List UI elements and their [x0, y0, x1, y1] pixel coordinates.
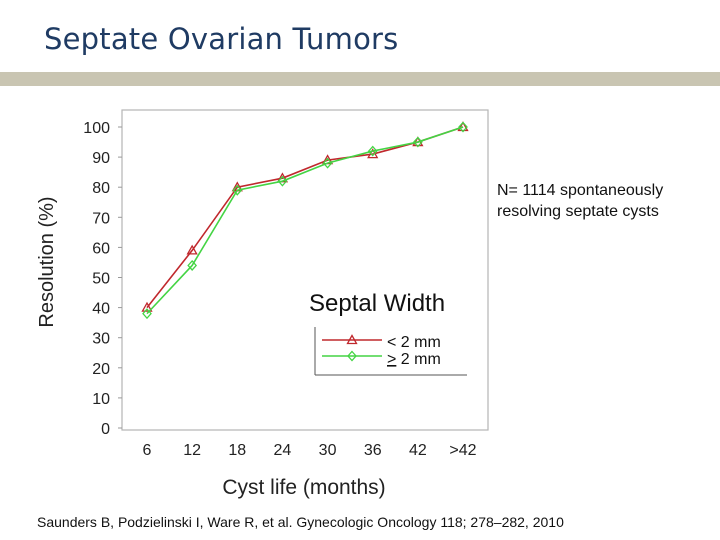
legend-swatch-marker-1: [347, 350, 357, 362]
x-tick-label: 24: [274, 442, 292, 459]
x-axis-ticks: 6 12 18 24 30 36 42 >42: [143, 442, 477, 459]
note-line-1: N= 1114 spontaneously: [497, 182, 664, 199]
y-axis-ticks: 0 10 20 30 40 50 60 70 80 90 100: [83, 120, 122, 438]
series-line-0: [146, 126, 464, 309]
legend-swatch-marker-0: [346, 334, 358, 345]
legend-label-gt2-prefix: >: [387, 351, 396, 368]
series-1-point: [367, 145, 378, 157]
legend: Septal Width < 2 mm > 2 mm: [303, 285, 481, 376]
legend-label-gt2: > 2 mm: [387, 351, 441, 368]
legend-title: Septal Width: [309, 290, 445, 317]
sample-size-note: N= 1114 spontaneously resolving septate …: [497, 180, 717, 222]
y-tick-label: 20: [92, 361, 110, 378]
x-tick-label: 6: [143, 442, 152, 459]
y-tick-label: 40: [92, 301, 110, 318]
legend-label-gt2-rest: 2 mm: [396, 351, 440, 368]
x-tick-label: >42: [449, 442, 476, 459]
x-tick-label: 42: [409, 442, 427, 459]
series-line-1: [146, 126, 464, 315]
series-1-point: [187, 259, 198, 271]
y-tick-label: 90: [92, 150, 110, 167]
series-1-point: [277, 175, 288, 187]
plot-frame: [121, 109, 489, 431]
x-axis-label: Cyst life (months): [222, 476, 385, 499]
x-tick-label: 12: [183, 442, 201, 459]
series-0-point: [186, 244, 198, 255]
y-axis-label: Resolution (%): [36, 196, 58, 327]
citation: Saunders B, Podzielinski I, Ware R, et a…: [37, 514, 564, 530]
y-tick-label: 50: [92, 271, 110, 288]
y-tick-label: 70: [92, 210, 110, 227]
y-tick-label: 10: [92, 391, 110, 408]
legend-label-lt2: < 2 mm: [387, 334, 441, 351]
series-0-point: [141, 301, 153, 312]
series-1-point: [142, 308, 152, 320]
x-tick-label: 30: [319, 442, 337, 459]
y-tick-label: 80: [92, 180, 110, 197]
note-line-2: resolving septate cysts: [497, 203, 659, 220]
y-tick-label: 60: [92, 240, 110, 257]
legend-samples: [322, 334, 382, 362]
x-tick-label: 18: [228, 442, 246, 459]
title-divider: [0, 72, 720, 86]
series-1-point: [412, 136, 423, 148]
legend-background: [303, 285, 481, 375]
series-1-point: [322, 157, 333, 169]
series-1-point: [458, 121, 468, 133]
series-layer: [141, 121, 469, 320]
y-tick-label: 30: [92, 331, 110, 348]
y-tick-label: 100: [83, 120, 110, 137]
series-1-point: [232, 184, 243, 196]
slide-title: Septate Ovarian Tumors: [44, 22, 399, 56]
series-0-point: [457, 121, 469, 132]
y-tick-label: 0: [101, 421, 110, 438]
x-tick-label: 36: [364, 442, 382, 459]
